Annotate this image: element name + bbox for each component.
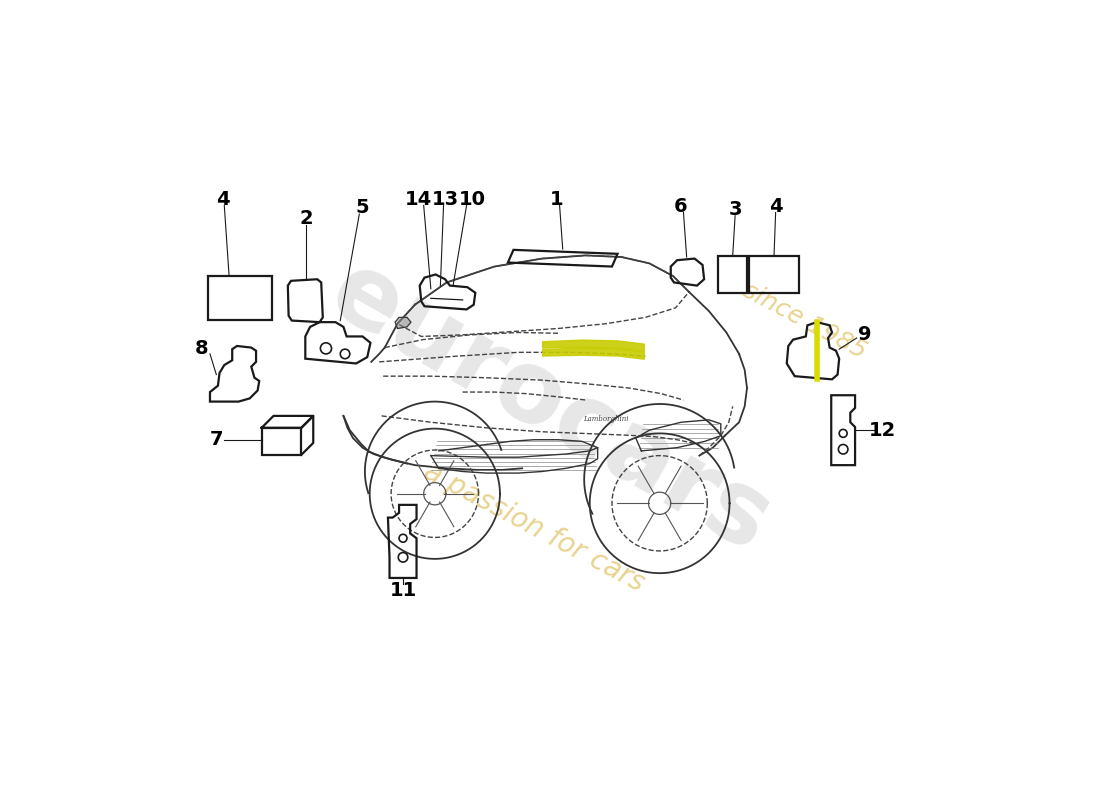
Text: 11: 11 (389, 581, 417, 600)
Text: a passion for cars: a passion for cars (419, 457, 649, 597)
Text: 12: 12 (869, 421, 895, 440)
Bar (718, 256, 747, 293)
Text: 5: 5 (355, 198, 370, 218)
Text: 1: 1 (550, 190, 563, 210)
Text: 14: 14 (405, 190, 431, 210)
Text: 9: 9 (858, 326, 871, 344)
Bar (262, 428, 301, 455)
Text: 3: 3 (728, 200, 741, 219)
Text: 8: 8 (195, 339, 209, 358)
Text: 6: 6 (673, 197, 688, 216)
Bar (208, 277, 272, 320)
Text: 10: 10 (459, 190, 485, 210)
Text: 2: 2 (299, 210, 312, 228)
Text: Lamborghini: Lamborghini (583, 415, 628, 423)
Text: since 1985: since 1985 (738, 278, 870, 363)
Bar (749, 256, 799, 293)
Text: eurocars: eurocars (312, 243, 788, 573)
Text: 7: 7 (210, 430, 223, 450)
Text: 13: 13 (431, 190, 459, 210)
Text: 4: 4 (216, 190, 230, 210)
Polygon shape (395, 318, 411, 329)
Text: 4: 4 (769, 197, 782, 216)
